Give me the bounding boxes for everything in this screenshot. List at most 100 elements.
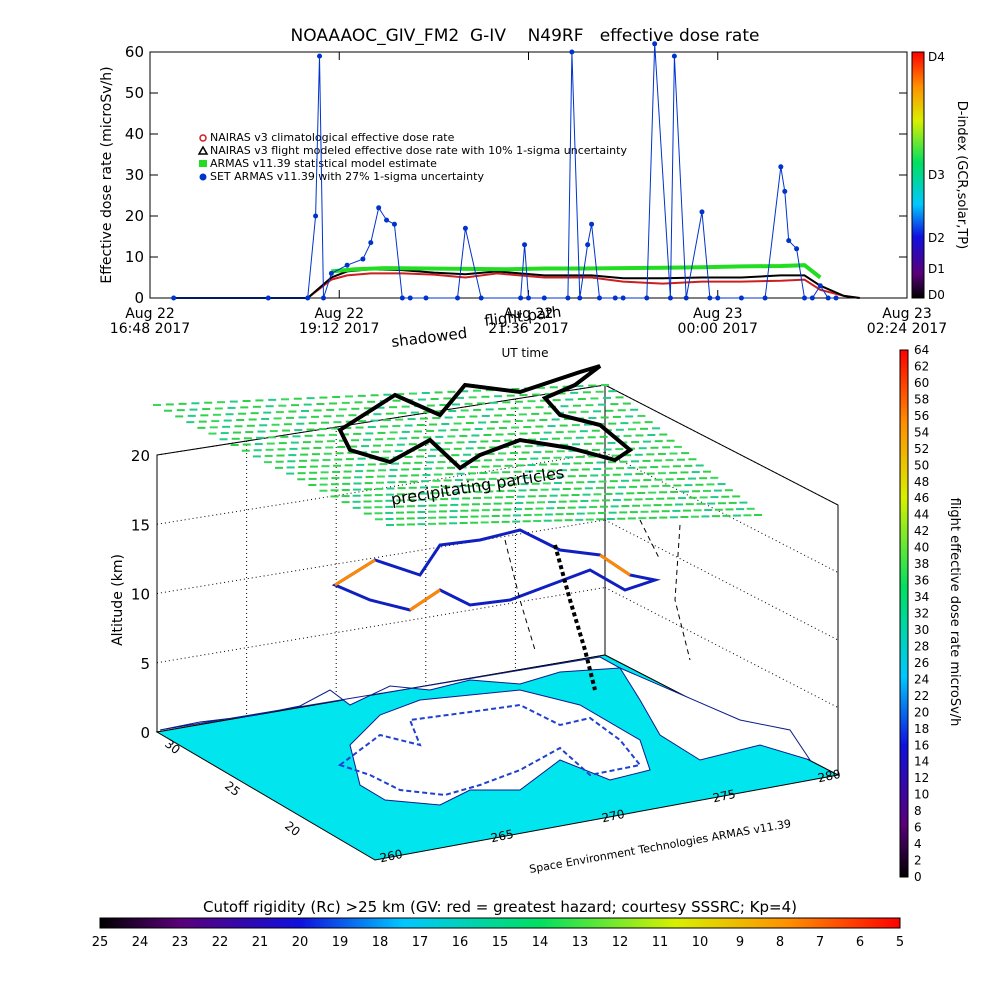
d-index-tick-label: D4 xyxy=(928,50,945,64)
series-point xyxy=(589,221,595,227)
series-point xyxy=(652,41,658,47)
series-point xyxy=(825,295,831,301)
flight-path-altitude xyxy=(331,528,661,612)
d-index-colorbar xyxy=(911,51,925,299)
dose-tick-label: 0 xyxy=(914,870,922,884)
cutoff-tick-label: 21 xyxy=(252,935,269,950)
top-y-tick-label: 0 xyxy=(134,289,144,307)
footer-credit: Space Environment Technologies ARMAS v11… xyxy=(528,817,792,876)
cutoff-colorbar-label: Cutoff rigidity (Rc) >25 km (GV: red = g… xyxy=(203,898,797,916)
altitude-ticks: 0 5 10 15 20 xyxy=(131,447,150,742)
series-point xyxy=(833,295,839,301)
series-point xyxy=(817,283,823,289)
dose-tick-label: 10 xyxy=(914,788,929,802)
series-point xyxy=(794,246,800,252)
cutoff-tick-label: 9 xyxy=(736,935,744,950)
flight-path-altitude-hot xyxy=(334,553,631,612)
dose-tick-label: 6 xyxy=(914,821,922,835)
series-point xyxy=(585,242,591,248)
series-line-3 xyxy=(173,43,836,299)
cutoff-colorbar xyxy=(99,917,901,929)
series-point xyxy=(612,295,618,301)
series-point xyxy=(786,238,792,244)
dose-tick-label: 64 xyxy=(914,343,929,357)
series-point xyxy=(778,164,784,170)
dose-tick-label: 30 xyxy=(914,623,929,637)
series-point xyxy=(313,213,319,219)
altitude-tick-label: 10 xyxy=(131,586,150,604)
d-index-tick-label: D0 xyxy=(928,288,945,302)
series-point xyxy=(738,295,744,301)
cutoff-tick-label: 24 xyxy=(132,935,149,950)
series-point xyxy=(423,295,429,301)
dose-tick-label: 22 xyxy=(914,689,929,703)
cutoff-tick-label: 19 xyxy=(332,935,349,950)
series-point xyxy=(320,295,326,301)
dose-tick-label: 56 xyxy=(914,409,929,423)
series-point xyxy=(782,188,788,194)
cutoff-tick-label: 12 xyxy=(612,935,629,950)
top-y-axis-label: Effective dose rate (microSv/h) xyxy=(99,66,115,283)
series-point xyxy=(801,295,807,301)
top-y-tick-label: 20 xyxy=(125,207,144,225)
d-index-tick-label: D3 xyxy=(928,168,945,182)
series-point xyxy=(683,295,689,301)
series-point xyxy=(360,256,366,262)
top-legend: NAIRAS v3 climatological effective dose … xyxy=(197,131,627,183)
dose-colorbar xyxy=(899,349,909,878)
dose-tick-label: 36 xyxy=(914,574,929,588)
series-point xyxy=(522,242,528,248)
dose-tick-label: 16 xyxy=(914,738,929,752)
series-line-0 xyxy=(173,272,860,299)
dose-tick-label: 50 xyxy=(914,458,929,472)
legend-marker-nairas-flight xyxy=(197,145,209,155)
altitude-tick-label: 20 xyxy=(131,447,150,465)
d-index-ticks: D0 D1 D2 D3 D4 xyxy=(928,50,945,302)
dose-tick-label: 38 xyxy=(914,557,929,571)
cutoff-tick-label: 7 xyxy=(816,935,824,950)
descent-track xyxy=(553,544,597,691)
dose-tick-label: 32 xyxy=(914,607,929,621)
top-chart-title: NOAAAOC_GIV_FM2 G-IV N49RF effective dos… xyxy=(291,26,760,46)
ground-gulf-land xyxy=(349,689,651,806)
altitude-tick-label: 5 xyxy=(140,655,150,673)
dose-tick-label: 62 xyxy=(914,359,929,373)
top-x-tick-label: 16:48 2017 xyxy=(110,321,190,337)
cutoff-tick-label: 15 xyxy=(492,935,509,950)
dose-tick-label: 12 xyxy=(914,771,929,785)
series-point xyxy=(317,53,323,59)
flight-path-top xyxy=(337,364,634,471)
series-point xyxy=(518,295,524,301)
right-wall-grid-line xyxy=(604,519,839,641)
cutoff-colorbar-ticks: 25 24 23 22 21 20 19 18 17 16 15 14 13 12 11 10 9 8 7 6 5 xyxy=(92,935,904,950)
altitude-tick-label: 15 xyxy=(131,516,150,534)
dose-tick-label: 34 xyxy=(914,590,929,604)
cutoff-tick-label: 16 xyxy=(452,935,469,950)
longitude-tick-label: 275 xyxy=(712,787,737,805)
dose-tick-label: 52 xyxy=(914,442,929,456)
right-wall-grid-line xyxy=(604,452,839,573)
cutoff-tick-label: 22 xyxy=(212,935,229,950)
series-point xyxy=(707,295,713,301)
series-point xyxy=(541,295,547,301)
longitude-tick-label: 270 xyxy=(601,807,626,825)
series-point xyxy=(305,295,311,301)
series-point xyxy=(667,295,673,301)
cutoff-tick-label: 11 xyxy=(652,935,669,950)
series-point xyxy=(328,270,334,276)
top-x-tick-label: 00:00 2017 xyxy=(678,321,758,337)
altitude-tick-label: 0 xyxy=(140,724,150,742)
dose-tick-label: 58 xyxy=(914,392,929,406)
legend-marker-set-armas xyxy=(199,173,207,181)
back-wall-grid-line xyxy=(156,587,606,664)
top-x-tick-label: 21:36 2017 xyxy=(488,321,568,337)
altitude-axis-label: Altitude (km) xyxy=(110,554,126,646)
cutoff-tick-label: 18 xyxy=(372,935,389,950)
top-y-tick-label: 10 xyxy=(125,248,144,266)
top-x-axis-label: UT time xyxy=(501,346,548,360)
series-point xyxy=(171,295,177,301)
dose-colorbar-ticks: 0246810121416182022242628303234363840424… xyxy=(914,343,929,884)
series-point xyxy=(376,205,382,211)
annotation-shadowed: shadowed xyxy=(390,324,468,351)
